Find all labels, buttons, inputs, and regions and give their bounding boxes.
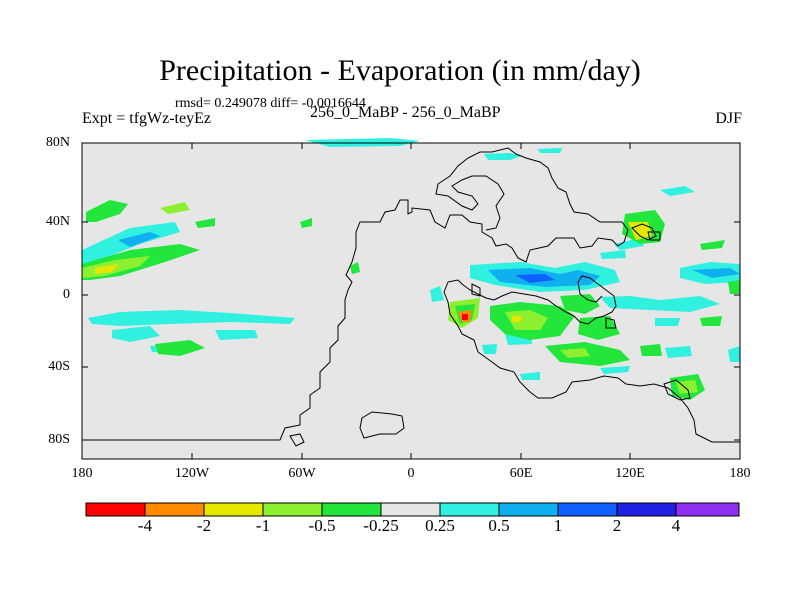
axis-ticks bbox=[82, 142, 740, 459]
colorbar-box-10 bbox=[616, 502, 677, 517]
lon-label-180w: 180 bbox=[71, 466, 93, 481]
colorbar-box-1 bbox=[85, 502, 146, 517]
lon-label-120e: 120E bbox=[615, 466, 645, 481]
lon-label-180e: 180 bbox=[729, 466, 751, 481]
colorbar-label: -1 bbox=[255, 516, 271, 535]
lat-label-40s: 40S bbox=[48, 359, 70, 374]
negative-contours bbox=[82, 200, 740, 400]
colorbar-label: 4 bbox=[671, 516, 681, 535]
lat-label-40n: 40N bbox=[45, 214, 70, 229]
colorbar-box-4 bbox=[262, 502, 323, 517]
experiment-label: Expt = tfgWz-teyEz bbox=[82, 110, 211, 127]
lon-label-120w: 120W bbox=[174, 466, 210, 481]
lon-label-60e: 60E bbox=[509, 466, 533, 481]
colorbar-label: -2 bbox=[196, 516, 212, 535]
lat-label-80n: 80N bbox=[45, 135, 70, 150]
season-label: DJF bbox=[715, 110, 742, 127]
colorbar-label: 0.5 bbox=[488, 516, 510, 535]
colorbar-box-11 bbox=[675, 502, 740, 517]
colorbar-box-9 bbox=[557, 502, 618, 517]
lat-label-0: 0 bbox=[63, 287, 70, 302]
comparison-label: 256_0_MaBP - 256_0_MaBP bbox=[310, 104, 501, 121]
colorbar-label: -0.5 bbox=[308, 516, 336, 535]
colorbar-box-3 bbox=[203, 502, 264, 517]
colorbar bbox=[85, 502, 740, 517]
continent-outlines bbox=[82, 147, 740, 447]
colorbar-box-8 bbox=[498, 502, 559, 517]
colorbar-label: 2 bbox=[612, 516, 622, 535]
lon-label-60w: 60W bbox=[288, 466, 316, 481]
positive-contours bbox=[82, 138, 740, 380]
colorbar-box-6 bbox=[380, 502, 441, 517]
colorbar-label: -4 bbox=[137, 516, 153, 535]
colorbar-box-7 bbox=[439, 502, 500, 517]
lon-label-0: 0 bbox=[407, 466, 415, 481]
colorbar-label: 1 bbox=[553, 516, 563, 535]
colorbar-label: 0.25 bbox=[425, 516, 455, 535]
colorbar-box-5 bbox=[321, 502, 382, 517]
colorbar-label: -0.25 bbox=[363, 516, 399, 535]
lat-label-80s: 80S bbox=[48, 432, 70, 447]
colorbar-box-2 bbox=[144, 502, 205, 517]
plot-title: Precipitation - Evaporation (in mm/day) bbox=[159, 54, 641, 87]
stats-text: rmsd= 0.249078 diff= -0.0016644 bbox=[175, 96, 366, 111]
